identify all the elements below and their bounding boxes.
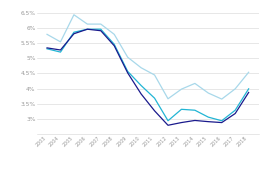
5/1 adjustable rate	[113, 45, 116, 47]
15-year fixed rate	[220, 120, 223, 122]
15-year fixed rate	[193, 109, 196, 111]
30-year fixed rate	[99, 23, 102, 25]
15-year fixed rate	[99, 28, 102, 30]
5/1 adjustable rate	[207, 121, 210, 123]
30-year fixed rate	[193, 82, 196, 85]
5/1 adjustable rate	[166, 124, 169, 126]
15-year fixed rate	[153, 97, 156, 99]
Line: 30-year fixed rate: 30-year fixed rate	[47, 15, 249, 99]
15-year fixed rate	[45, 48, 49, 50]
30-year fixed rate	[140, 67, 143, 69]
5/1 adjustable rate	[234, 112, 237, 115]
30-year fixed rate	[220, 98, 223, 100]
30-year fixed rate	[126, 56, 129, 58]
15-year fixed rate	[247, 88, 250, 90]
30-year fixed rate	[59, 41, 62, 43]
15-year fixed rate	[207, 116, 210, 118]
5/1 adjustable rate	[45, 47, 49, 49]
15-year fixed rate	[72, 31, 76, 33]
5/1 adjustable rate	[86, 28, 89, 30]
15-year fixed rate	[113, 43, 116, 45]
15-year fixed rate	[234, 109, 237, 111]
15-year fixed rate	[140, 84, 143, 87]
30-year fixed rate	[153, 74, 156, 76]
15-year fixed rate	[59, 51, 62, 53]
Line: 5/1 adjustable rate: 5/1 adjustable rate	[47, 29, 249, 125]
30-year fixed rate	[45, 33, 49, 36]
5/1 adjustable rate	[59, 49, 62, 51]
30-year fixed rate	[180, 88, 183, 90]
5/1 adjustable rate	[180, 121, 183, 124]
5/1 adjustable rate	[247, 91, 250, 94]
30-year fixed rate	[113, 33, 116, 36]
15-year fixed rate	[126, 70, 129, 73]
5/1 adjustable rate	[126, 72, 129, 74]
30-year fixed rate	[247, 71, 250, 73]
5/1 adjustable rate	[140, 93, 143, 95]
15-year fixed rate	[180, 108, 183, 110]
30-year fixed rate	[234, 88, 237, 90]
5/1 adjustable rate	[193, 119, 196, 122]
30-year fixed rate	[72, 14, 76, 16]
5/1 adjustable rate	[72, 33, 76, 35]
5/1 adjustable rate	[220, 121, 223, 124]
15-year fixed rate	[86, 28, 89, 30]
30-year fixed rate	[166, 98, 169, 100]
30-year fixed rate	[86, 23, 89, 25]
15-year fixed rate	[166, 120, 169, 122]
Line: 15-year fixed rate: 15-year fixed rate	[47, 29, 249, 121]
5/1 adjustable rate	[153, 110, 156, 112]
5/1 adjustable rate	[99, 30, 102, 32]
30-year fixed rate	[207, 92, 210, 94]
